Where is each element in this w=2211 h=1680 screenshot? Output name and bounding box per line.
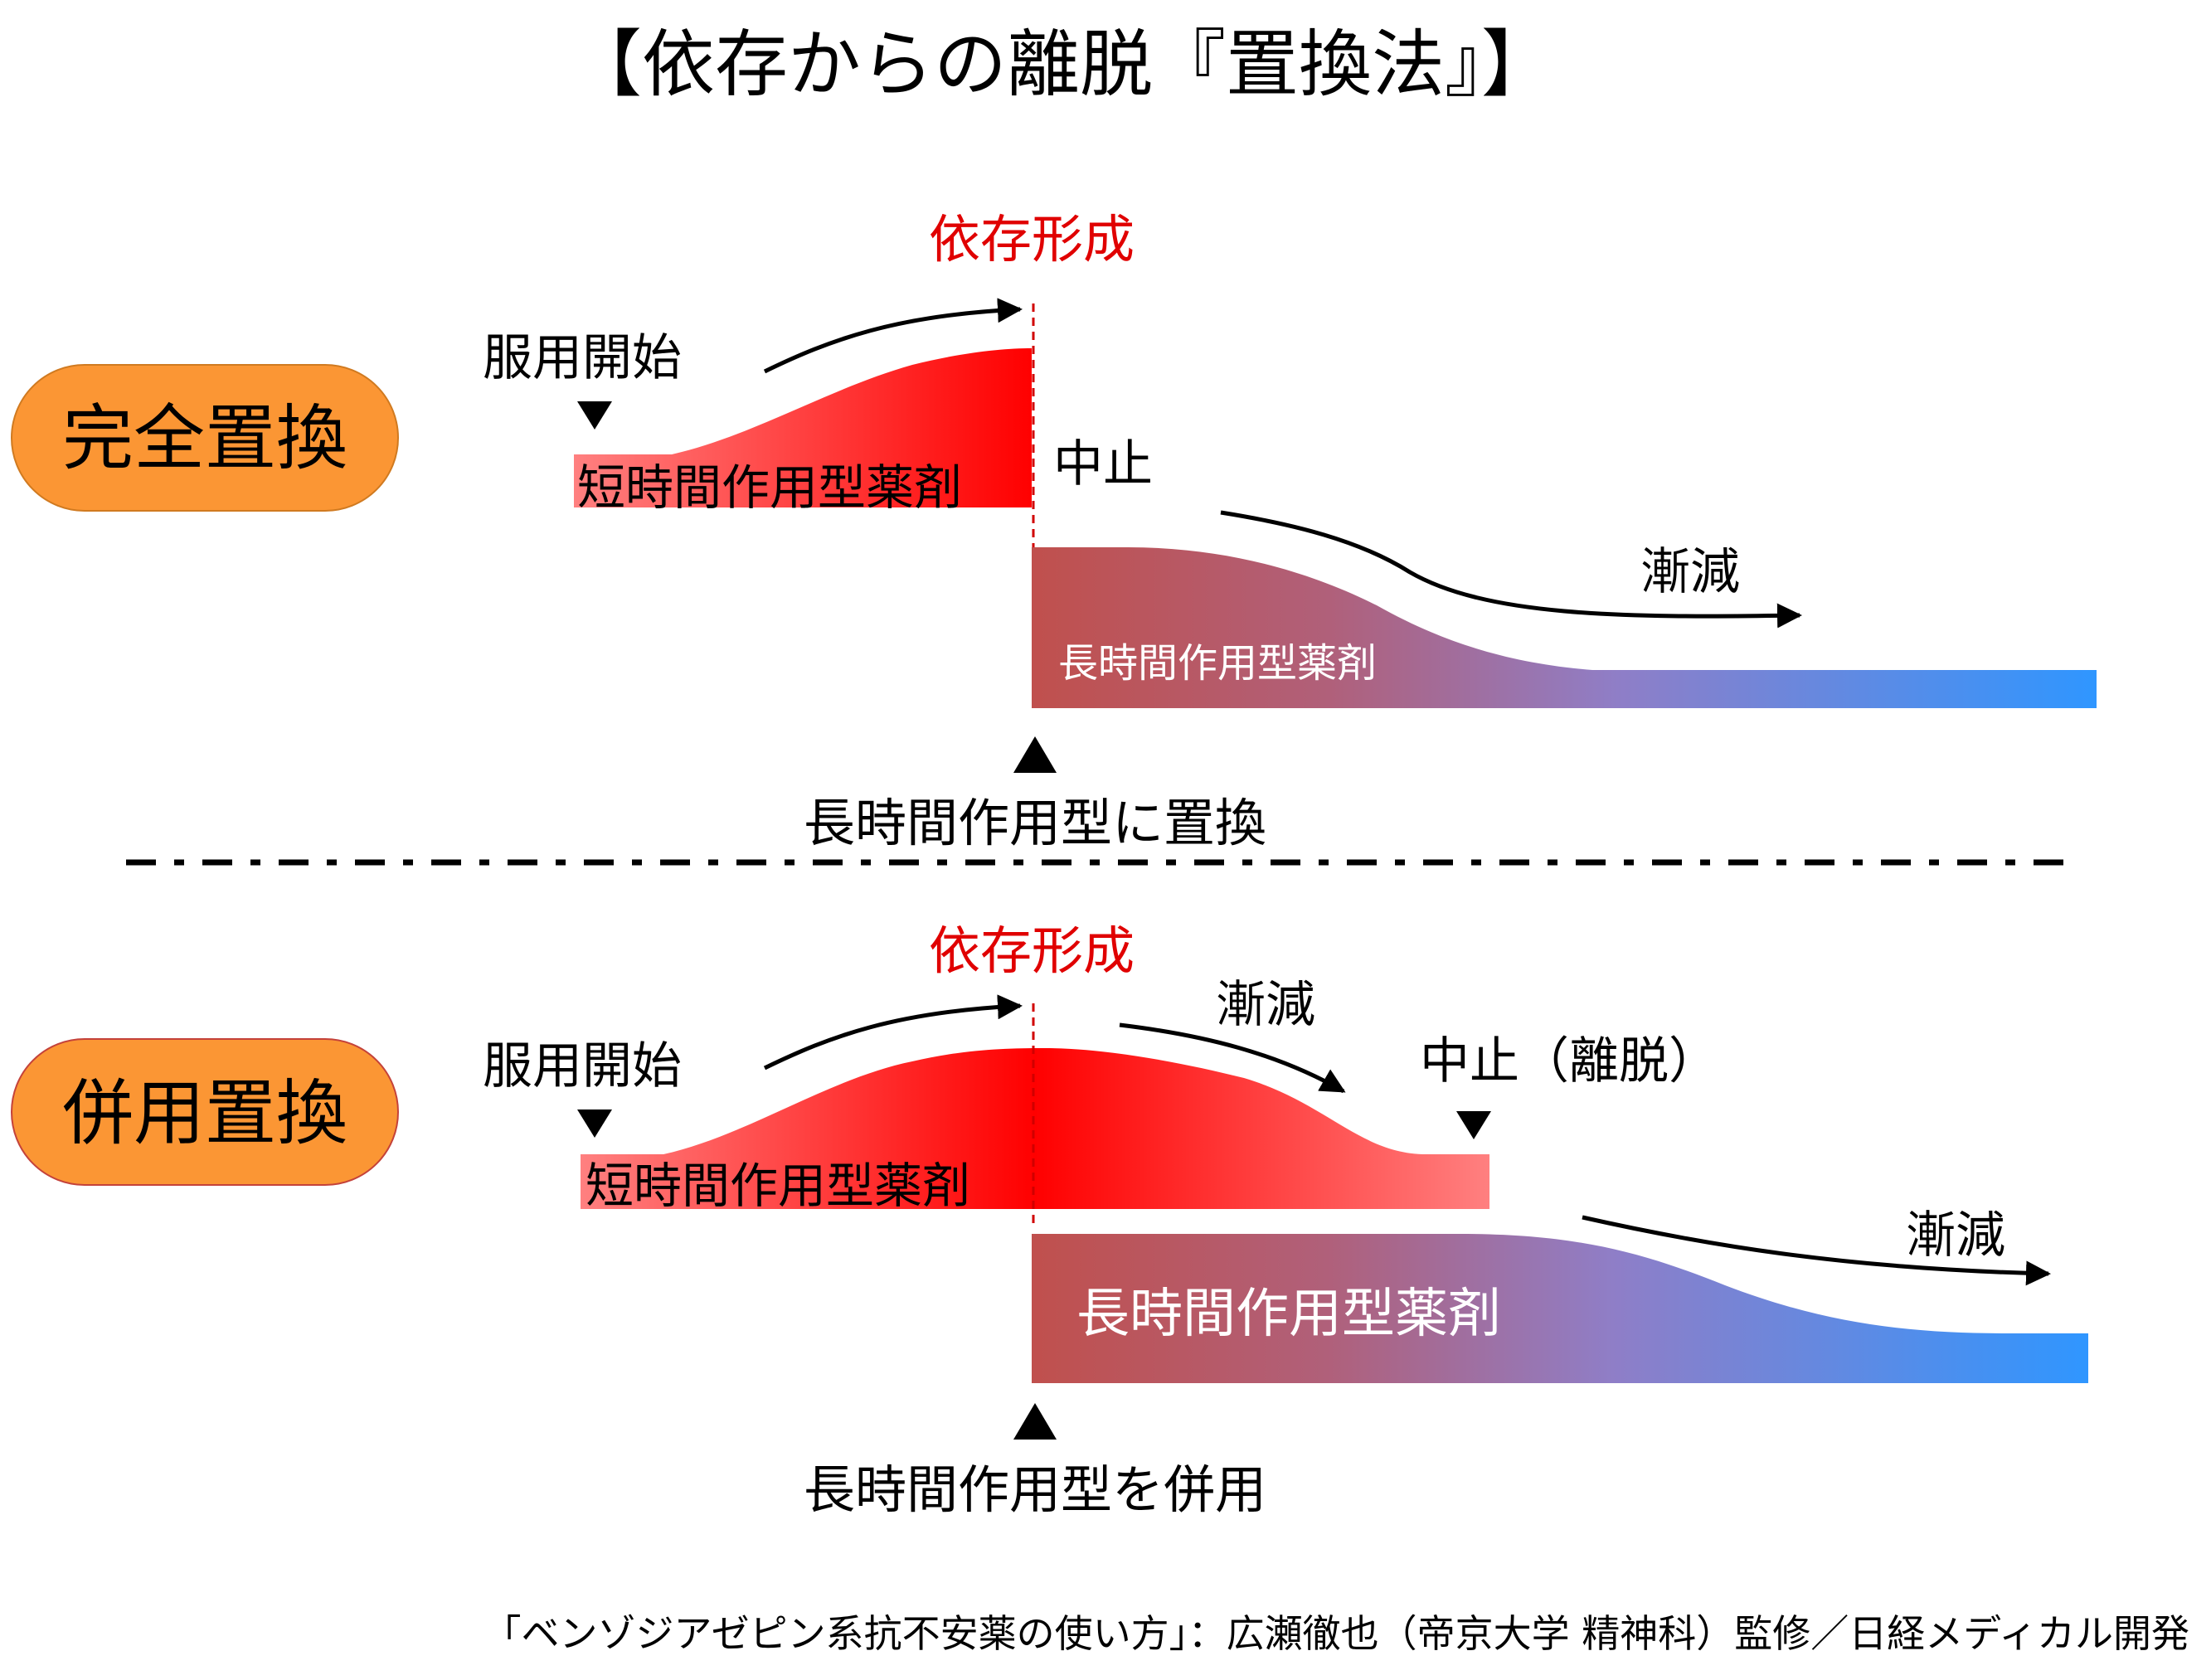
badge-complete-replacement xyxy=(11,364,399,512)
start-marker-icon xyxy=(577,401,612,430)
start-marker-icon xyxy=(577,1109,612,1138)
badge-combined-replacement xyxy=(11,1038,399,1186)
switch-caption: 長時間作用型に置換 xyxy=(804,793,1266,853)
long-taper-arrow xyxy=(1582,1215,2051,1286)
taper-label: 漸減 xyxy=(1640,543,1740,601)
long-acting-drug-label: 長時間作用型薬剤 xyxy=(1058,640,1377,687)
short-acting-drug-label: 短時間作用型薬剤 xyxy=(577,459,962,516)
source-citation: 「ベンゾジアゼピン系抗不安薬の使い方」：広瀬徹也（帝京大学 精神科）監修／日経メ… xyxy=(484,1611,2189,1656)
switch-marker-icon xyxy=(1013,736,1057,773)
long-acting-drug-label: 長時間作用型薬剤 xyxy=(1076,1284,1501,1345)
stop-label: 中止（離脱） xyxy=(1420,1032,1718,1090)
taper-arrow xyxy=(1220,510,1802,629)
short-acting-drug-area xyxy=(574,348,1032,507)
increase-arrow xyxy=(763,994,1023,1071)
stop-marker-icon xyxy=(1456,1111,1491,1139)
dependence-label: 依存形成 xyxy=(929,920,1135,981)
long-acting-drug-area xyxy=(1032,1234,2088,1383)
page-title: 【依存からの離脱『置換法』】 xyxy=(569,22,1554,107)
badge-complete-replacement-label: 完全置換 xyxy=(62,397,347,480)
panel-complete-replacement: 完全置換 服用開始 依存形成 短時間作用型薬剤 中止 長時間作用型薬剤 漸減 長… xyxy=(11,209,2097,853)
increase-arrow xyxy=(763,298,1023,374)
long-taper-label: 漸減 xyxy=(1906,1207,2005,1265)
short-acting-drug-area xyxy=(581,1048,1489,1209)
short-acting-drug-label: 短時間作用型薬剤 xyxy=(586,1158,970,1214)
combine-marker-icon xyxy=(1013,1403,1057,1440)
dependence-label: 依存形成 xyxy=(929,209,1135,269)
combine-caption: 長時間作用型を併用 xyxy=(804,1459,1266,1520)
panel-combined-replacement: 併用置換 服用開始 依存形成 短時間作用型薬剤 漸減 中止（離脱） 長時間作用型… xyxy=(11,920,2088,1520)
stop-label: 中止 xyxy=(1053,435,1153,493)
start-label: 服用開始 xyxy=(483,1037,682,1095)
short-taper-arrow xyxy=(1119,1022,1346,1094)
start-label: 服用開始 xyxy=(483,329,682,387)
short-taper-label: 漸減 xyxy=(1216,976,1315,1034)
long-acting-drug-area xyxy=(1032,547,2097,708)
badge-combined-replacement-label: 併用置換 xyxy=(62,1072,347,1155)
